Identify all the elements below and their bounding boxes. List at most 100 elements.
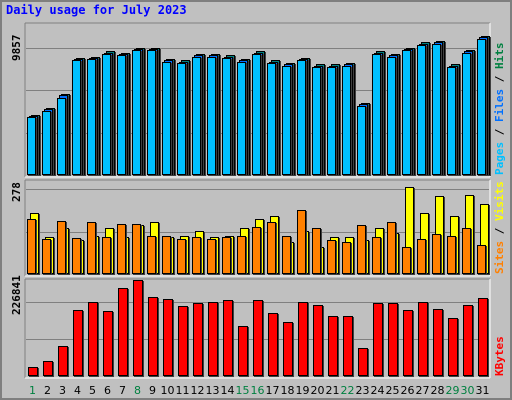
x-tick-label-day-15: 15: [236, 384, 250, 397]
bar-kbytes-day-13: [208, 302, 218, 376]
bar-sites-day-25: [387, 222, 396, 274]
bar-kbytes-day-24: [373, 303, 383, 376]
bar-pages-day-31: [477, 39, 486, 175]
x-tick-label-day-23: 23: [356, 384, 370, 397]
bar-sites-day-16: [252, 227, 261, 274]
bar-kbytes-day-25: [388, 303, 398, 376]
x-tick-label-day-25: 25: [386, 384, 400, 397]
bar-pages-day-14: [222, 58, 231, 175]
bar-pages-day-10: [162, 62, 171, 175]
bar-pages-day-24: [372, 54, 381, 175]
x-tick-label-day-17: 17: [266, 384, 280, 397]
bar-sites-day-13: [207, 239, 216, 274]
bar-pages-day-6: [102, 54, 111, 175]
bar-pages-day-7: [117, 55, 126, 175]
bar-sites-day-11: [177, 239, 186, 274]
x-tick-label-day-12: 12: [191, 384, 205, 397]
x-tick-label-day-22: 22: [341, 384, 355, 397]
bar-kbytes-day-8: [133, 280, 143, 376]
bar-pages-day-22: [342, 66, 351, 175]
x-tick-label-day-7: 7: [119, 384, 126, 397]
bar-sites-day-3: [57, 221, 66, 274]
bar-sites-day-6: [102, 237, 111, 274]
legend-part: Files: [493, 89, 506, 122]
bar-sites-day-14: [222, 237, 231, 274]
bar-sites-day-2: [42, 239, 51, 274]
bar-sites-day-31: [477, 245, 486, 274]
x-tick-label-day-14: 14: [221, 384, 235, 397]
bar-pages-day-23: [357, 106, 366, 175]
bar-pages-day-1: [27, 117, 36, 175]
legend-part: Pages: [493, 142, 506, 175]
legend-kbytes: KBytes: [493, 336, 506, 376]
x-tick-label-day-28: 28: [431, 384, 445, 397]
bar-sites-day-20: [312, 228, 321, 274]
legend-part: /: [493, 221, 506, 241]
x-tick-label-day-13: 13: [206, 384, 220, 397]
y-tick-label: 278: [10, 182, 23, 202]
bar-pages-day-17: [267, 63, 276, 175]
bar-sites-day-1: [27, 219, 36, 274]
x-tick-label-day-27: 27: [416, 384, 430, 397]
x-tick-label-day-16: 16: [251, 384, 265, 397]
bar-sites-day-27: [417, 239, 426, 274]
bar-kbytes-day-27: [418, 302, 428, 376]
bar-kbytes-day-31: [478, 298, 488, 376]
bar-kbytes-day-18: [283, 322, 293, 376]
legend-part: Visits: [493, 181, 506, 221]
x-tick-label-day-5: 5: [89, 384, 96, 397]
bar-sites-day-24: [372, 237, 381, 274]
bar-sites-day-22: [342, 242, 351, 274]
bar-pages-day-19: [297, 60, 306, 175]
bar-sites-day-29: [447, 236, 456, 274]
bar-pages-day-3: [57, 98, 66, 175]
bar-pages-day-27: [417, 45, 426, 175]
bar-kbytes-day-3: [58, 346, 68, 376]
x-tick-label-day-31: 31: [476, 384, 490, 397]
bar-pages-day-5: [87, 59, 96, 175]
bar-pages-day-11: [177, 63, 186, 175]
bar-kbytes-day-19: [298, 302, 308, 376]
bar-pages-day-13: [207, 57, 216, 175]
bar-kbytes-day-5: [88, 302, 98, 376]
bar-sites-day-23: [357, 225, 366, 274]
x-tick-label-day-6: 6: [104, 384, 111, 397]
bar-kbytes-day-7: [118, 288, 128, 376]
legend-sites-visits: Sites / Visits: [493, 181, 506, 274]
bar-sites-day-19: [297, 210, 306, 274]
bar-kbytes-day-26: [403, 310, 413, 376]
bar-kbytes-day-10: [163, 299, 173, 376]
legend-part: Hits: [493, 43, 506, 70]
x-tick-label-day-18: 18: [281, 384, 295, 397]
bar-pages-day-2: [42, 111, 51, 175]
bar-sites-day-15: [237, 236, 246, 274]
x-tick-label-day-1: 1: [29, 384, 36, 397]
x-tick-label-day-2: 2: [44, 384, 51, 397]
bar-kbytes-day-9: [148, 297, 158, 376]
bar-sites-day-10: [162, 236, 171, 274]
bar-pages-day-28: [432, 44, 441, 175]
bar-kbytes-day-14: [223, 300, 233, 376]
bar-pages-day-29: [447, 67, 456, 175]
bar-sites-day-26: [402, 247, 411, 274]
bar-kbytes-day-15: [238, 326, 248, 376]
bar-sites-day-12: [192, 237, 201, 274]
x-tick-label-day-3: 3: [59, 384, 66, 397]
y-tick-label: 9857: [10, 35, 23, 62]
bar-kbytes-day-29: [448, 318, 458, 376]
bar-sites-day-5: [87, 222, 96, 274]
legend-part: /: [493, 69, 506, 89]
bar-pages-day-8: [132, 50, 141, 175]
legend-part: KBytes: [493, 336, 506, 376]
bar-kbytes-day-12: [193, 303, 203, 376]
chart-title: Daily usage for July 2023: [6, 3, 187, 17]
x-tick-label-day-8: 8: [134, 384, 141, 397]
x-tick-label-day-11: 11: [176, 384, 190, 397]
x-tick-label-day-26: 26: [401, 384, 415, 397]
bar-sites-day-21: [327, 240, 336, 274]
x-tick-label-day-21: 21: [326, 384, 340, 397]
bar-pages-day-16: [252, 54, 261, 175]
bar-kbytes-day-22: [343, 316, 353, 376]
bar-pages-day-26: [402, 50, 411, 175]
